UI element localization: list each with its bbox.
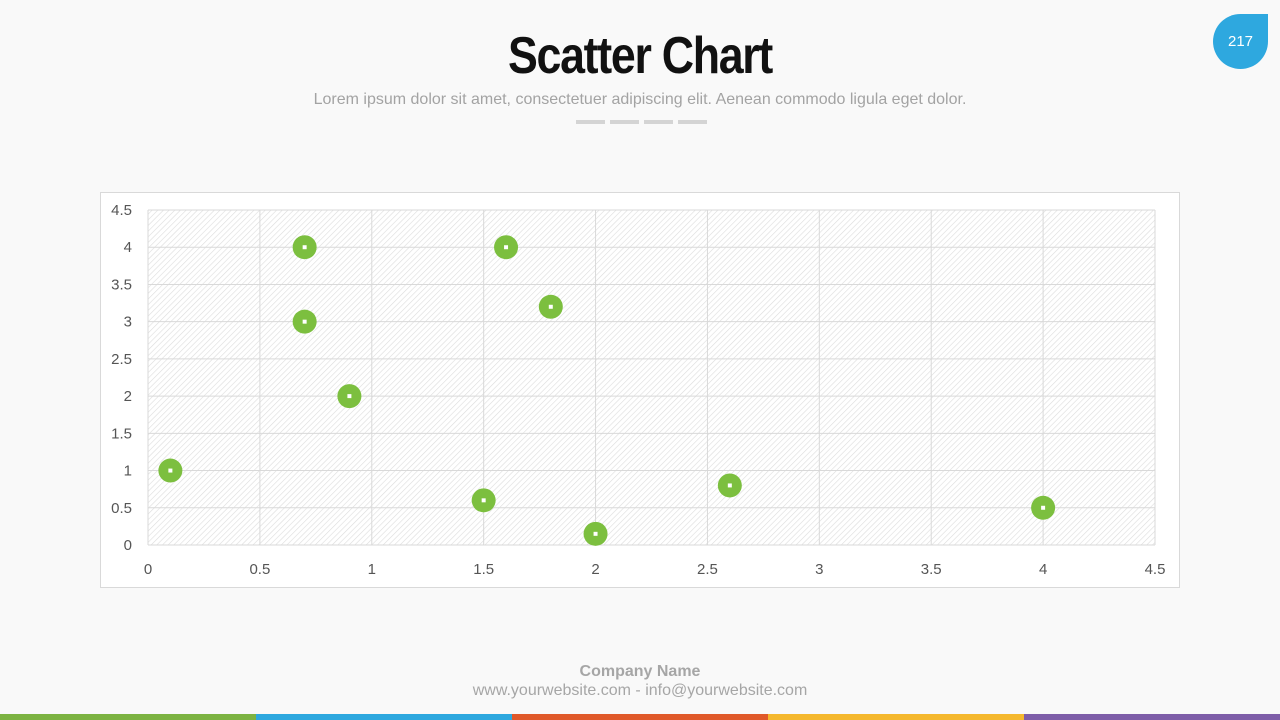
x-tick-label: 3.5 xyxy=(921,561,942,578)
x-tick-label: 0 xyxy=(144,561,152,578)
footer-color-stripe xyxy=(0,714,1280,720)
data-points xyxy=(158,235,1056,546)
data-point xyxy=(292,235,317,260)
x-tick-label: 2 xyxy=(591,561,599,578)
divider-dash xyxy=(576,120,605,124)
divider-dash xyxy=(678,120,707,124)
point-center xyxy=(302,319,307,324)
title-divider xyxy=(576,120,707,124)
x-tick-label: 1 xyxy=(368,561,376,578)
plot-background xyxy=(148,210,1155,545)
y-tick-label: 4.5 xyxy=(111,202,132,219)
scatter-chart: 0 0.5 1 1.5 2 2.5 3 3.5 4 4.5 0 0.5 1 1.5 2 2.5 3 3.5 4 4.… xyxy=(100,192,1180,588)
stripe-segment xyxy=(512,714,768,720)
x-tick-label: 4 xyxy=(1039,561,1047,578)
stripe-segment xyxy=(1024,714,1280,720)
point-center xyxy=(504,245,509,250)
data-point xyxy=(583,521,608,546)
y-tick-label: 1 xyxy=(124,463,132,480)
y-tick-label: 3.5 xyxy=(111,276,132,293)
x-tick-label: 4.5 xyxy=(1145,561,1166,578)
stripe-segment xyxy=(768,714,1024,720)
page-subtitle: Lorem ipsum dolor sit amet, consectetuer… xyxy=(313,91,967,108)
footer-contact: www.yourwebsite.com - info@yourwebsite.c… xyxy=(472,682,808,699)
point-center xyxy=(168,468,173,473)
x-tick-label: 2.5 xyxy=(697,561,718,578)
footer-company-name: Company Name xyxy=(579,663,701,680)
stripe-segment xyxy=(0,714,256,720)
y-axis-ticks: 0 0.5 1 1.5 2 2.5 3 3.5 4 4.5 xyxy=(111,202,132,554)
data-point xyxy=(717,473,742,498)
point-center xyxy=(727,483,732,488)
x-tick-label: 0.5 xyxy=(249,561,270,578)
point-center xyxy=(1041,505,1046,510)
y-tick-label: 2.5 xyxy=(111,351,132,368)
page-number-badge: 217 xyxy=(1213,14,1268,69)
data-point xyxy=(538,294,563,319)
x-axis-ticks: 0 0.5 1 1.5 2 2.5 3 3.5 4 4.5 xyxy=(144,561,1166,578)
y-tick-label: 0.5 xyxy=(111,500,132,517)
x-tick-label: 1.5 xyxy=(473,561,494,578)
data-point xyxy=(494,235,519,260)
y-tick-label: 0 xyxy=(124,537,132,554)
data-point xyxy=(1031,495,1056,520)
grid xyxy=(147,209,1156,546)
point-center xyxy=(481,498,486,503)
data-point xyxy=(158,458,183,483)
data-point xyxy=(292,309,317,334)
y-tick-label: 2 xyxy=(124,388,132,405)
data-point xyxy=(337,384,362,409)
point-center xyxy=(548,304,553,309)
chart-svg: 0 0.5 1 1.5 2 2.5 3 3.5 4 4.5 0 0.5 1 1.5 2 2.5 3 3.5 4 4.… xyxy=(111,202,1166,578)
y-tick-label: 4 xyxy=(124,239,132,256)
x-tick-label: 3 xyxy=(815,561,823,578)
point-center xyxy=(302,245,307,250)
y-tick-label: 3 xyxy=(124,314,132,331)
stripe-segment xyxy=(256,714,512,720)
page-title: Scatter Chart xyxy=(507,27,773,85)
plot-area xyxy=(148,210,1155,545)
divider-dash xyxy=(610,120,639,124)
point-center xyxy=(593,531,598,536)
data-point xyxy=(471,488,496,513)
y-tick-label: 1.5 xyxy=(111,425,132,442)
point-center xyxy=(347,394,352,399)
divider-dash xyxy=(644,120,673,124)
